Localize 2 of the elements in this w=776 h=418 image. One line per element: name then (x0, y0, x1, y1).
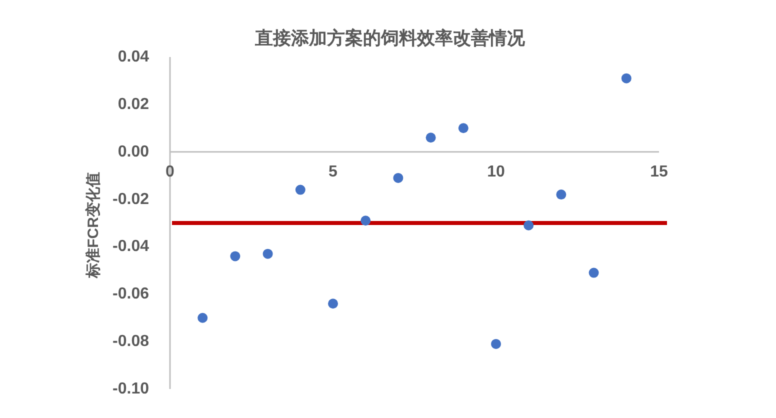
ylabel: 标准FCR变化值 (84, 172, 102, 278)
title: 直接添加方案的饲料效率改善情况 (255, 28, 525, 48)
